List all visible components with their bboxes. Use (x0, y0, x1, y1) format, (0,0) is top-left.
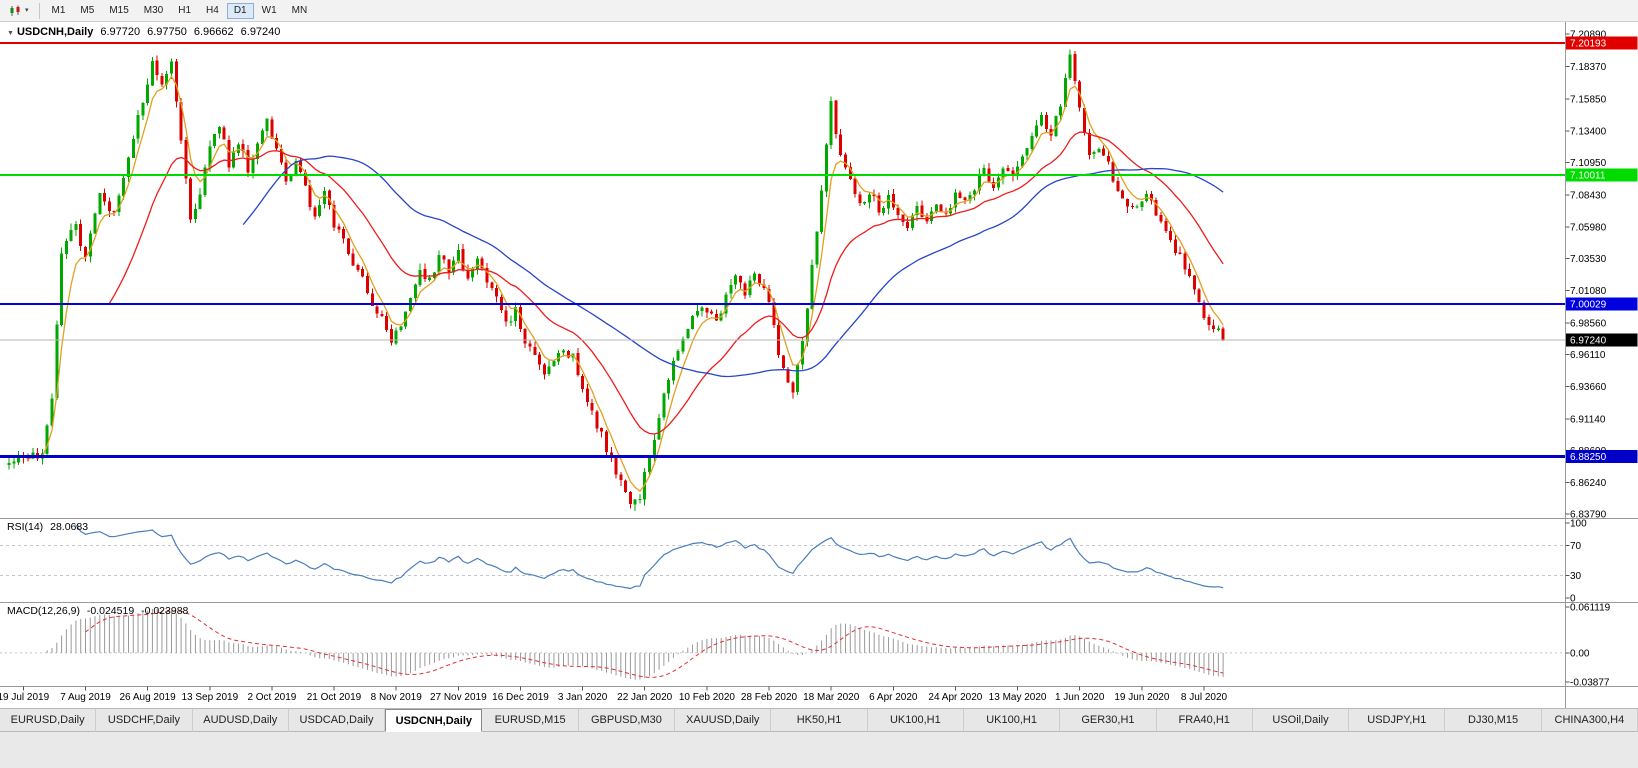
date-tick-label: 22 Jan 2020 (617, 692, 672, 703)
price-chart[interactable]: 7.20890 7.18370 7.15850 7.13400 7.10950 7.084… (0, 22, 1638, 708)
date-tick-label: 26 Aug 2019 (120, 692, 177, 703)
timeframe-button-m1[interactable]: M1 (45, 3, 73, 19)
price-tick-label: 6.91140 (1570, 414, 1606, 425)
chart-tab-eurusd-m15-5[interactable]: EURUSD,M15 (482, 709, 579, 732)
timeframe-button-m15[interactable]: M15 (102, 3, 135, 19)
price-tick-label: 7.05980 (1570, 222, 1607, 233)
price-tick-label: 6.98560 (1570, 318, 1607, 329)
date-tick-label: 10 Feb 2020 (679, 692, 736, 703)
chart-tab-uk100-h1-9[interactable]: UK100,H1 (867, 709, 964, 732)
chart-tab-usdjpy-h1-14[interactable]: USDJPY,H1 (1349, 709, 1446, 732)
chart-background (0, 22, 1638, 708)
chart-tab-usdchf-daily-1[interactable]: USDCHF,Daily (96, 709, 193, 732)
price-tick-label: 7.01080 (1570, 286, 1607, 297)
date-tick-label: 21 Oct 2019 (307, 692, 362, 703)
date-tick-label: 27 Nov 2019 (430, 692, 487, 703)
date-tick-label: 8 Nov 2019 (371, 692, 423, 703)
macd-axis-label: 0.00 (1570, 648, 1590, 659)
chevron-down-icon: ▾ (25, 7, 29, 14)
horizontal-levels-layer[interactable] (0, 42, 1566, 458)
level-price-tag: 6.88250 (1566, 449, 1638, 463)
chart-tab-eurusd-daily-0[interactable]: EURUSD,Daily (0, 709, 97, 732)
svg-text:7.10011: 7.10011 (1570, 170, 1606, 181)
date-tick-label: 8 Jul 2020 (1181, 692, 1228, 703)
date-tick-label: 3 Jan 2020 (558, 692, 608, 703)
macd-axis-label: -0.03877 (1570, 678, 1610, 689)
timeframe-button-h1[interactable]: H1 (171, 3, 198, 19)
price-tick-label: 6.93660 (1570, 382, 1607, 393)
date-axis[interactable]: 19 Jul 2019 7 Aug 2019 26 Aug 2019 13 Sep 2… (0, 686, 1228, 704)
date-tick-label: 13 Sep 2019 (181, 692, 238, 703)
chart-tab-dj30-m15-15[interactable]: DJ30,M15 (1445, 709, 1542, 732)
chart-tab-hk50-h1-8[interactable]: HK50,H1 (771, 709, 868, 732)
price-tick-label: 7.10950 (1570, 158, 1607, 169)
svg-text:7.20193: 7.20193 (1570, 39, 1607, 50)
chart-tab-audusd-daily-2[interactable]: AUDUSD,Daily (192, 709, 289, 732)
timeframe-buttons: M1 M5 M15 M30 H1 H4 D1 W1 MN (45, 2, 315, 19)
svg-text:7.00029: 7.00029 (1570, 299, 1607, 310)
chart-tab-china300-h4-16[interactable]: CHINA300,H4 (1541, 709, 1638, 732)
chart-tab-bar: EURUSD,Daily USDCHF,Daily AUDUSD,Daily USDC… (0, 708, 1638, 768)
price-tick-label: 7.20890 (1570, 30, 1607, 41)
macd-axis-label: 0.061119 (1570, 603, 1611, 614)
chart-type-button[interactable]: ▾ (4, 2, 34, 20)
chart-tab-uk100-h1-10[interactable]: UK100,H1 (963, 709, 1061, 732)
rsi-pane (0, 524, 1566, 590)
price-tick-label: 7.08430 (1570, 191, 1607, 202)
price-tick-label: 6.83790 (1570, 510, 1607, 521)
chart-area[interactable]: 7.20890 7.18370 7.15850 7.13400 7.10950 7.084… (0, 22, 1638, 708)
toolbar-separator (38, 2, 40, 19)
rsi-axis-label: 30 (1570, 571, 1582, 582)
chart-tabs: EURUSD,Daily USDCHF,Daily AUDUSD,Daily USDC… (0, 709, 1638, 732)
timeframe-button-m5[interactable]: M5 (73, 3, 101, 19)
rsi-axis-label: 70 (1570, 541, 1582, 552)
price-tick-label: 6.86240 (1570, 478, 1607, 489)
level-price-tag: 7.00029 (1566, 297, 1638, 311)
chart-tab-ger30-h1-11[interactable]: GER30,H1 (1060, 709, 1157, 732)
last-price-tag: 6.97240 (1566, 333, 1638, 347)
price-tick-label: 7.15850 (1570, 95, 1607, 106)
price-tick-label: 7.18370 (1570, 62, 1607, 73)
macd-pane (0, 608, 1566, 680)
rsi-axis-label: 0 (1570, 594, 1576, 605)
rsi-axis-label: 100 (1570, 519, 1587, 530)
price-tick-label: 7.03530 (1570, 254, 1607, 265)
date-tick-label: 28 Feb 2020 (741, 692, 798, 703)
svg-text:6.97240: 6.97240 (1570, 336, 1607, 347)
date-tick-label: 7 Aug 2019 (60, 692, 111, 703)
timeframe-button-w1[interactable]: W1 (255, 3, 284, 19)
timeframe-button-mn[interactable]: MN (285, 3, 315, 19)
candlestick-chart-icon (10, 5, 20, 16)
chart-tab-fra40-h1-12[interactable]: FRA40,H1 (1156, 709, 1253, 732)
chart-tab-xauusd-daily-7[interactable]: XAUUSD,Daily (675, 709, 772, 732)
timeframe-toolbar: ▾ M1 M5 M15 M30 H1 H4 D1 W1 MN (0, 0, 1638, 22)
date-tick-label: 18 Mar 2020 (803, 692, 860, 703)
date-tick-label: 6 Apr 2020 (869, 692, 918, 703)
price-axis[interactable]: 7.20890 7.18370 7.15850 7.13400 7.10950 7.084… (0, 22, 1638, 708)
date-tick-label: 24 Apr 2020 (928, 692, 982, 703)
level-price-tag: 7.20193 (1566, 36, 1638, 50)
chart-tab-gbpusd-m30-6[interactable]: GBPUSD,M30 (578, 709, 676, 732)
svg-text:6.88250: 6.88250 (1570, 452, 1607, 463)
chart-tab-usoil-daily-13[interactable]: USOil,Daily (1252, 709, 1350, 732)
price-tick-label: 6.96110 (1570, 350, 1606, 361)
timeframe-button-d1[interactable]: D1 (226, 2, 254, 19)
date-tick-label: 13 May 2020 (989, 692, 1047, 703)
date-tick-label: 19 Jun 2020 (1114, 692, 1169, 703)
date-tick-label: 19 Jul 2019 (0, 692, 50, 703)
chart-tab-usdcad-daily-3[interactable]: USDCAD,Daily (288, 709, 386, 732)
price-tick-label: 7.13400 (1570, 126, 1607, 137)
date-tick-label: 16 Dec 2019 (492, 692, 549, 703)
moving-averages-layer (27, 75, 1224, 493)
timeframe-button-h4[interactable]: H4 (199, 3, 226, 19)
date-tick-label: 2 Oct 2019 (247, 692, 296, 703)
timeframe-button-m30[interactable]: M30 (137, 3, 170, 19)
chart-tab-usdcnh-daily-4[interactable]: USDCNH,Daily (385, 709, 483, 732)
date-tick-label: 1 Jun 2020 (1055, 692, 1105, 703)
level-price-tag: 7.10011 (1566, 168, 1638, 182)
